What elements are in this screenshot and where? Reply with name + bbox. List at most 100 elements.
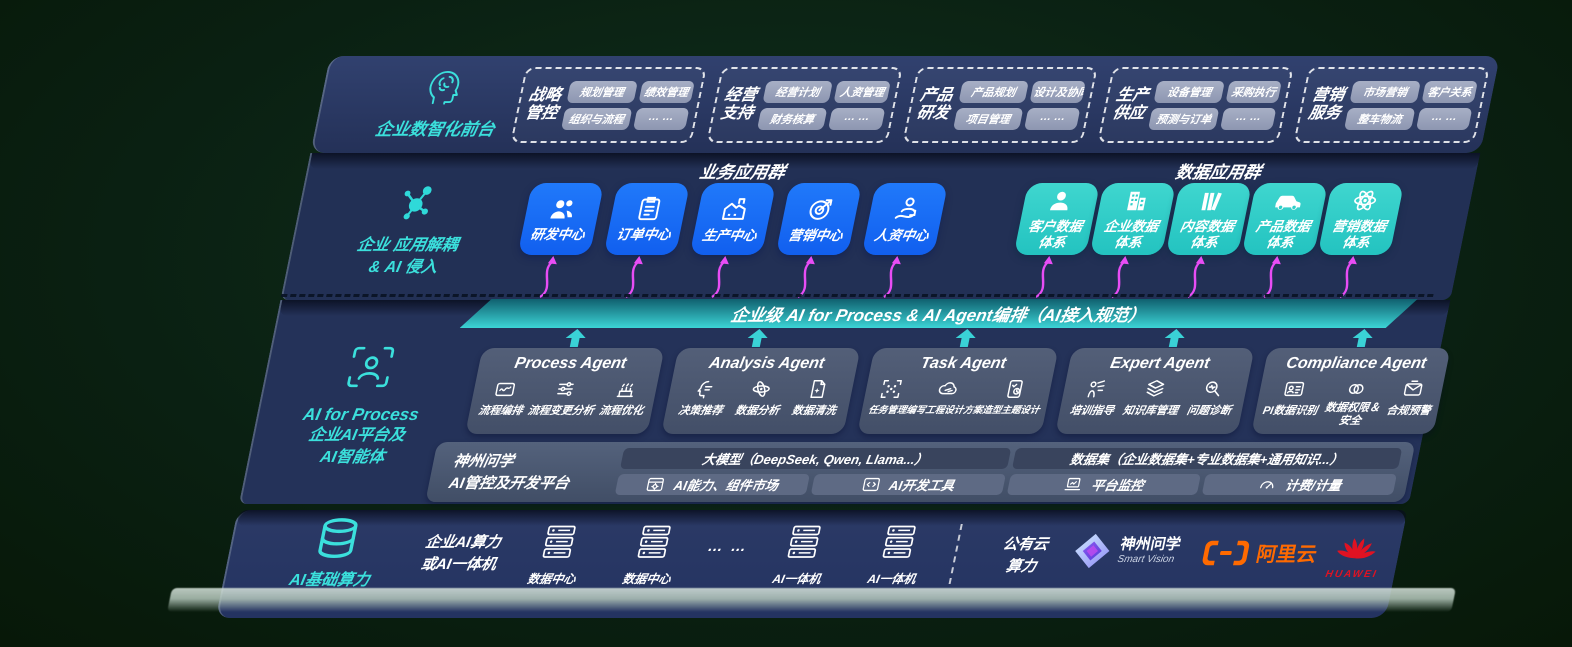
public-cloud-line1: 公有云: [1001, 536, 1050, 553]
agent-title: Expert Agent: [1108, 355, 1212, 372]
clipboard-icon: [637, 197, 660, 221]
node-label: AI一体机: [866, 572, 918, 586]
tag: 人资管理: [833, 80, 891, 103]
billing-metering-cell: 计费/计量: [1201, 474, 1397, 495]
agent-item: 知识库管理: [1121, 378, 1184, 418]
people-icon: [550, 199, 573, 219]
agent-item: 培训指导: [1068, 378, 1120, 418]
app-box-label: 订单中心: [615, 227, 673, 243]
band-title: 企业级 AI for Process & AI Agent编排（AI接入规范）: [729, 306, 1148, 325]
gauge-icon: [1259, 481, 1274, 489]
huawei-name: HUAWEI: [1324, 569, 1379, 580]
design-checklist-icon: [1007, 380, 1023, 398]
flow-arrow: [1035, 256, 1053, 298]
scan-person-icon: [347, 346, 395, 388]
data-box-marketing: 营销数据 体系: [1317, 183, 1405, 255]
huawei-logo: HUAWEI: [1307, 522, 1405, 580]
smartvision-sub: Smart Vision: [1116, 553, 1176, 565]
agent-title: Analysis Agent: [707, 355, 827, 372]
app-box-label: 人资中心: [873, 227, 931, 243]
flow-arrow: [625, 256, 643, 298]
tag: … …: [828, 107, 886, 130]
app-box-hr-center: 人资中心: [861, 183, 949, 255]
compliance-agent-card: Compliance Agent PI数据识别 数据权限＆ 安全 合规预警: [1250, 348, 1451, 434]
analysis-agent-card: Analysis Agent 决策推荐 数据分析 数据清洗: [661, 348, 862, 434]
group-title: 营销: [1310, 86, 1346, 104]
platform-name: 神州问学: [451, 453, 516, 470]
group-product: 产品 研发 产品规划 设计及协同 项目管理 … …: [901, 67, 1099, 143]
infra-label-block: AI基础算力: [247, 516, 423, 592]
target-icon: [809, 198, 833, 220]
data-box-label: 企业数据: [1102, 218, 1160, 234]
app-layer-label-line2: & AI 侵入: [366, 259, 439, 277]
car-icon: [1275, 195, 1301, 210]
tag: 预测与订单: [1148, 107, 1220, 130]
tag: … …: [1024, 107, 1081, 130]
group-operation: 经营 支持 经营计划 人资管理 财务核算 … …: [706, 67, 903, 143]
training-icon: [1087, 380, 1106, 398]
decision-head-icon: [697, 380, 713, 399]
access-spec-dashed-line: [280, 294, 1434, 297]
platform-subname: AI管控及开发平台: [447, 474, 571, 492]
flow-arrow: [539, 256, 557, 298]
ai-platform-label-line2: 企业AI平台及: [307, 427, 407, 444]
flow-arrow: [1339, 256, 1357, 298]
flow-arrow: [883, 256, 901, 298]
process-optimize-icon: [616, 383, 633, 398]
tag: 组织与流程: [561, 107, 633, 130]
app-box-label: 研发中心: [529, 226, 587, 242]
alicloud-logo: 阿里云: [1200, 538, 1320, 567]
smartvision-name: 神州问学: [1118, 536, 1183, 554]
group-title: 战略: [527, 86, 563, 104]
flow-arrow: [797, 256, 815, 298]
app-box-rd-center: 研发中心: [517, 183, 605, 255]
front-layer-label: 企业数智化前台: [373, 120, 497, 139]
data-box-label: 内容数据: [1178, 218, 1236, 234]
data-box-content: 内容数据 体系: [1165, 183, 1253, 255]
agent-item: 数据清洗: [790, 378, 842, 418]
diagnosis-icon: [1206, 381, 1220, 397]
group-production: 生产 供应 设备管理 采购执行 预测与订单 … …: [1097, 67, 1294, 143]
up-arrow: [747, 329, 768, 347]
platform-monitor-cell: 平台监控: [1006, 474, 1202, 495]
tag: 项目管理: [952, 107, 1024, 130]
agent-item: 数据权限＆ 安全: [1317, 378, 1391, 427]
window-gear-icon: [646, 477, 665, 492]
group-title: 产品: [918, 86, 955, 104]
up-arrow: [1352, 329, 1373, 347]
infrastructure-slab: AI基础算力 企业AI算力 或AI一体机 数据中心 数据中心 … … AI一体机…: [215, 510, 1408, 618]
tag: 财务核算: [756, 107, 828, 130]
agent-item: 流程变更分析: [526, 378, 600, 418]
up-arrow: [1164, 329, 1185, 347]
process-agent-card: Process Agent 流程编排 流程变更分析 流程优化: [465, 348, 665, 434]
expert-agent-card: Expert Agent 培训指导 知识库管理 问题诊断: [1054, 348, 1255, 434]
tag: … …: [1219, 107, 1277, 130]
tag: 采购执行: [1225, 80, 1283, 103]
app-layer-label-line1: 企业 应用解耦: [355, 237, 460, 254]
agent-item: 流程编排: [477, 378, 529, 418]
cloud-divider: [948, 524, 963, 584]
agent-item: PI数据识别: [1261, 378, 1324, 418]
tag: 市场营销: [1349, 80, 1421, 103]
data-box-label: 客户数据: [1026, 218, 1084, 234]
ai-for-process-label: AI for Process: [301, 405, 421, 424]
agent-item: 数据分析: [734, 378, 786, 418]
task-agent-card: Task Agent 任务管理 编写工程设计方案 造型主题设计: [857, 348, 1059, 434]
data-group-title: 数据应用群: [1173, 163, 1263, 182]
flow-arrow: [1187, 256, 1205, 298]
tag: 整车物流: [1344, 107, 1416, 130]
data-box-product: 产品数据 体系: [1241, 183, 1329, 255]
agent-item: 造型主题设计: [981, 378, 1046, 416]
brain-head-icon: [429, 71, 460, 105]
architecture-diagram: 企业数智化前台 战略 管控 规划管理 绩效管理 组织与流程 … … 经营 支持 经营…: [215, 56, 1500, 622]
business-group-title: 业务应用群: [697, 163, 787, 182]
data-clean-doc-icon: [810, 380, 826, 398]
atom-icon: [1353, 191, 1376, 211]
ai-appliance-node: AI一体机: [845, 524, 948, 587]
front-layer-slab: 企业数智化前台 战略 管控 规划管理 绩效管理 组织与流程 … … 经营 支持 经营…: [310, 56, 1500, 153]
enterprise-compute-line2: 或AI一体机: [419, 555, 498, 573]
agent-item: 编写工程设计方案: [905, 378, 989, 416]
server-icon: [787, 525, 821, 558]
app-box-order-center: 订单中心: [603, 183, 691, 255]
data-app-row: 客户数据 体系 企业数据 体系 内容数据 体系 产品数据 体系: [1013, 183, 1405, 255]
